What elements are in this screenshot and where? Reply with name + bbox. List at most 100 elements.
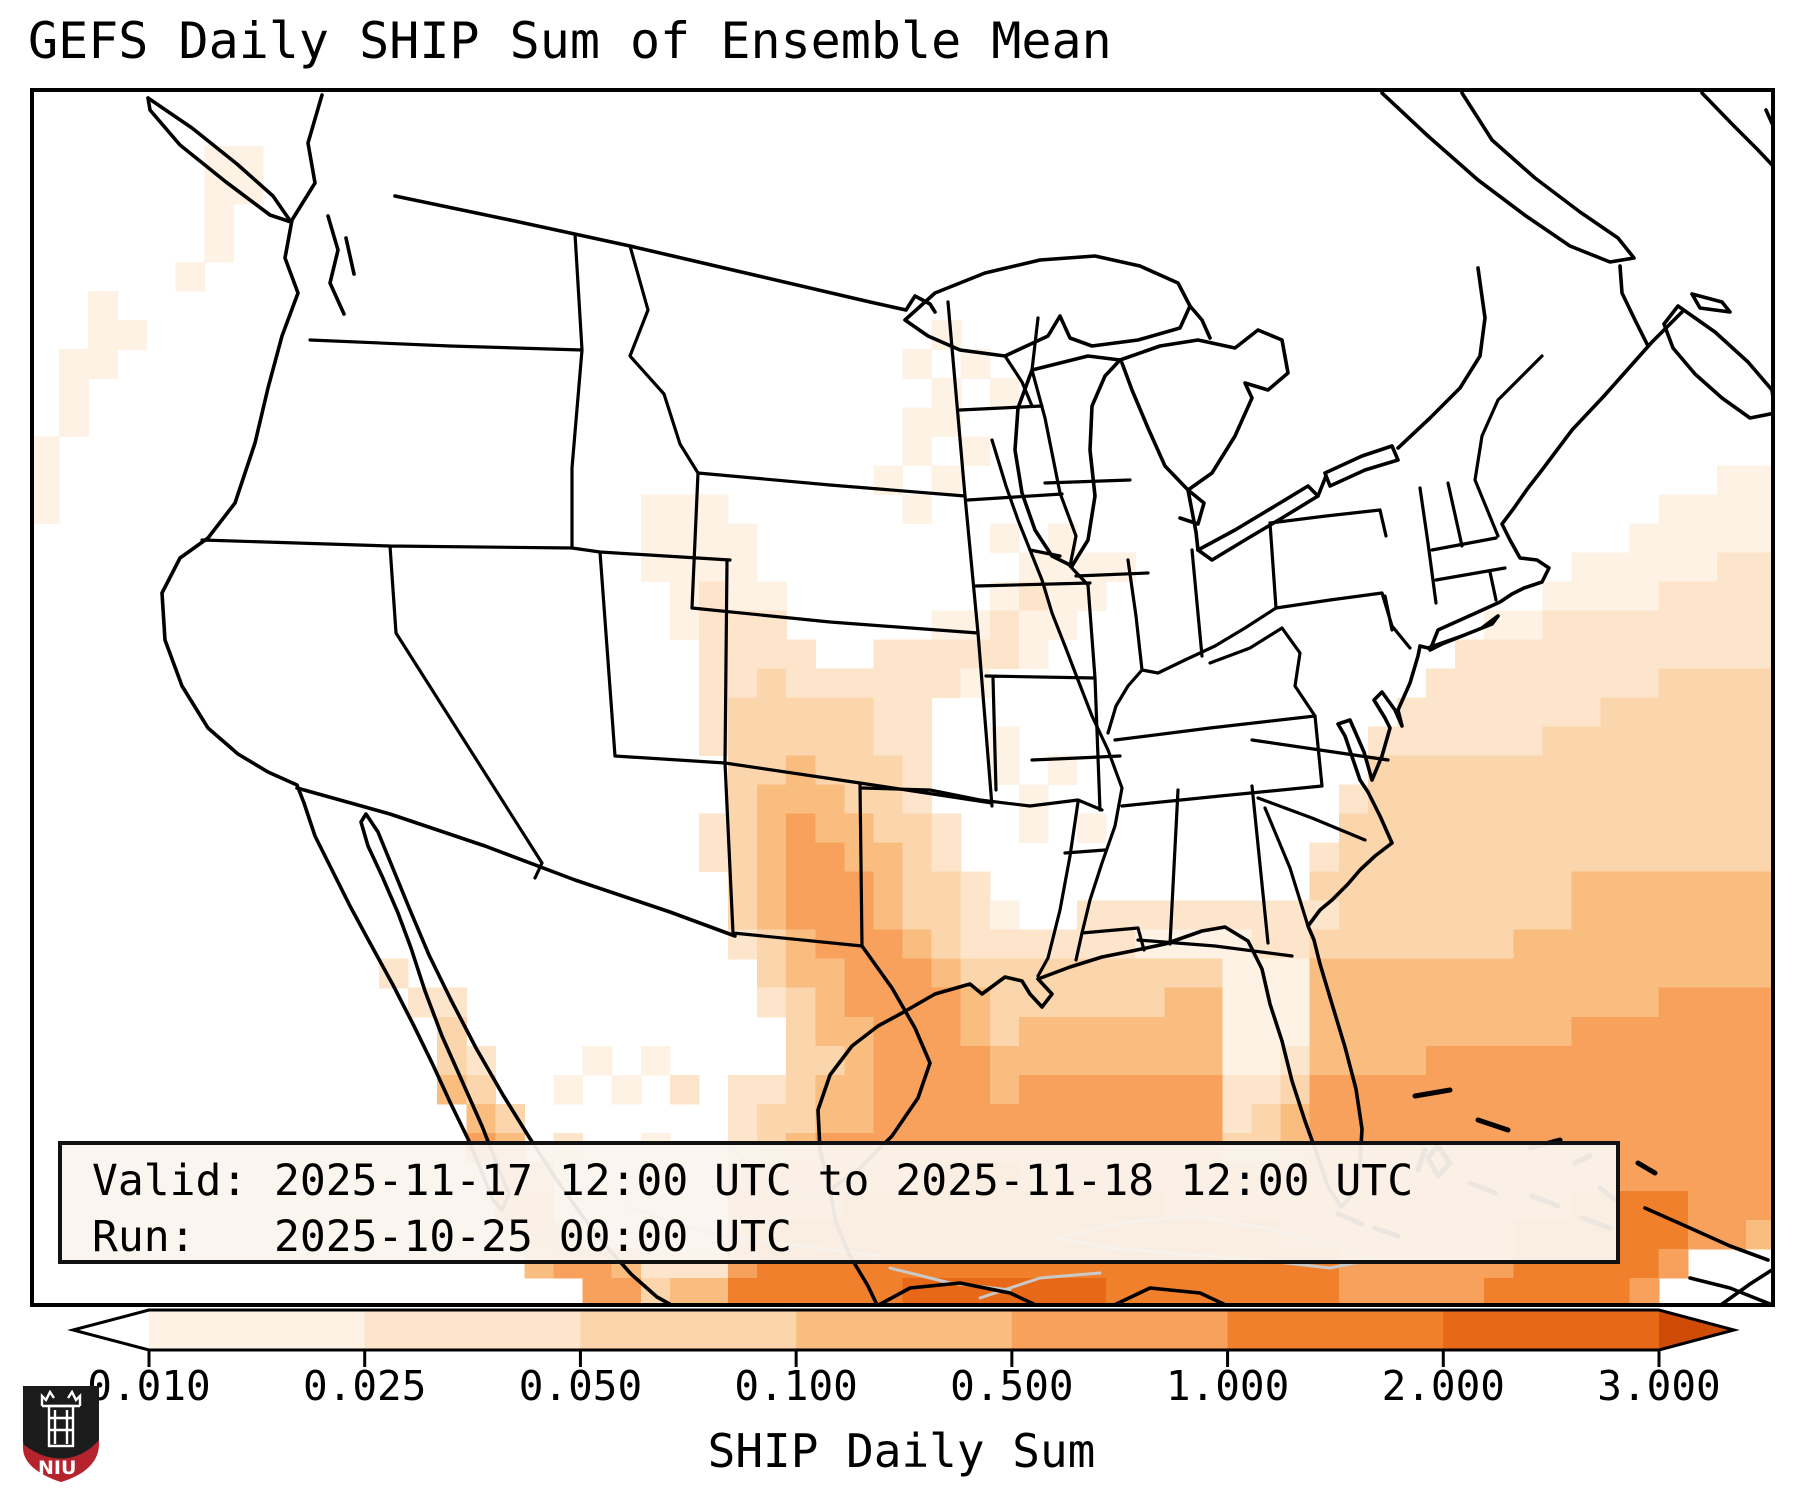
heatmap-cell bbox=[204, 233, 235, 263]
heatmap-cell bbox=[1484, 900, 1514, 931]
heatmap-cell bbox=[1658, 1074, 1689, 1105]
heatmap-cell bbox=[1164, 1074, 1194, 1105]
heatmap-cell bbox=[553, 1074, 584, 1105]
heatmap-cell bbox=[1745, 726, 1775, 757]
heatmap-cell bbox=[960, 639, 991, 670]
heatmap-cell bbox=[1571, 1103, 1602, 1134]
heatmap-cell bbox=[1106, 1045, 1136, 1076]
heatmap-cell bbox=[1658, 1249, 1689, 1279]
heatmap-cell bbox=[1484, 1045, 1514, 1076]
heatmap-cell bbox=[1571, 987, 1602, 1018]
heatmap-cell bbox=[1571, 726, 1602, 757]
valid-run-info-box: Valid: 2025-11-17 12:00 UTC to 2025-11-1… bbox=[58, 1141, 1620, 1264]
heatmap-cell bbox=[815, 987, 845, 1018]
niu-logo-text: NIU bbox=[38, 1457, 76, 1479]
heatmap-cell bbox=[1600, 668, 1631, 699]
heatmap-cell bbox=[757, 958, 787, 989]
heatmap-cell bbox=[1687, 581, 1718, 611]
heatmap-cell bbox=[1658, 726, 1689, 757]
heatmap-cell bbox=[1571, 639, 1602, 670]
heatmap-cell bbox=[1542, 1074, 1572, 1105]
heatmap-cell bbox=[1077, 581, 1107, 611]
heatmap-cell bbox=[902, 813, 933, 844]
heatmap-cell bbox=[1513, 842, 1543, 873]
heatmap-cell bbox=[1193, 1103, 1223, 1134]
heatmap-cell bbox=[1658, 871, 1689, 902]
heatmap-cell bbox=[1513, 813, 1543, 844]
heatmap-cell bbox=[1513, 755, 1543, 786]
heatmap-cell bbox=[1745, 958, 1775, 989]
heatmap-cell bbox=[1484, 639, 1514, 670]
heatmap-cell bbox=[1687, 871, 1718, 902]
heatmap-cell bbox=[902, 842, 933, 873]
heatmap-cell bbox=[1222, 987, 1253, 1018]
heatmap-cell bbox=[786, 784, 816, 815]
heatmap-cell bbox=[1658, 987, 1689, 1018]
heatmap-cell bbox=[1629, 1045, 1660, 1076]
heatmap-cell bbox=[960, 929, 991, 960]
western-state-lines bbox=[200, 232, 994, 948]
heatmap-cell bbox=[1571, 697, 1602, 728]
heatmap-cell bbox=[989, 900, 1020, 931]
heatmap-cell bbox=[1513, 639, 1543, 670]
heatmap-cell bbox=[873, 900, 904, 931]
heatmap-cell bbox=[786, 871, 816, 902]
heatmap-cell bbox=[1687, 813, 1718, 844]
heatmap-cell bbox=[1484, 784, 1514, 815]
heatmap-cell bbox=[1484, 697, 1514, 728]
heatmap-cell bbox=[728, 813, 758, 844]
heatmap-cell bbox=[1280, 987, 1311, 1018]
heatmap-cell bbox=[1600, 581, 1631, 611]
heatmap-cell bbox=[757, 813, 787, 844]
heatmap-cell bbox=[815, 871, 845, 902]
heatmap-cell bbox=[1018, 1103, 1049, 1134]
heatmap-cell bbox=[1455, 1045, 1485, 1076]
heatmap-cell bbox=[844, 1278, 874, 1307]
heatmap-cell bbox=[1106, 1016, 1136, 1047]
heatmap-cell bbox=[1396, 726, 1427, 757]
cuba-hispaniola-coast bbox=[873, 1206, 1775, 1307]
eastern-state-lines bbox=[1208, 354, 1544, 718]
heatmap-cell bbox=[1018, 610, 1049, 640]
heatmap-cell bbox=[844, 900, 874, 931]
heatmap-cell bbox=[960, 668, 991, 699]
heatmap-cell bbox=[1745, 871, 1775, 902]
heatmap-cell bbox=[931, 842, 962, 873]
heatmap-cell bbox=[1106, 958, 1136, 989]
heatmap-cell bbox=[698, 668, 729, 699]
michigan-thumb bbox=[1178, 488, 1206, 526]
heatmap-cell bbox=[1426, 929, 1456, 960]
heatmap-cell bbox=[960, 1016, 991, 1047]
heatmap-cell bbox=[1542, 697, 1572, 728]
heatmap-cell bbox=[1426, 958, 1456, 989]
heatmap-cell bbox=[1629, 1103, 1660, 1134]
heatmap-cell bbox=[1426, 755, 1456, 786]
heatmap-cell bbox=[1455, 900, 1485, 931]
heatmap-cell bbox=[1135, 958, 1165, 989]
heatmap-cell bbox=[1745, 1219, 1775, 1250]
heatmap-cell bbox=[59, 378, 89, 408]
heatmap-cell bbox=[1513, 900, 1543, 931]
heatmap-cell bbox=[1164, 987, 1194, 1018]
heatmap-cell bbox=[1135, 1045, 1165, 1076]
heatmap-cell bbox=[1716, 610, 1747, 640]
heatmap-cell bbox=[1396, 784, 1427, 815]
heatmap-cell bbox=[1716, 842, 1747, 873]
heatmap-cell bbox=[669, 610, 700, 640]
heatmap-cell bbox=[728, 639, 758, 670]
heatmap-cell bbox=[1455, 958, 1485, 989]
heatmap-cell bbox=[1135, 1016, 1165, 1047]
heatmap-cell bbox=[1542, 929, 1572, 960]
plains-state-lines bbox=[860, 300, 1150, 978]
heatmap-cell bbox=[757, 784, 787, 815]
colorbar-segment bbox=[1443, 1310, 1660, 1350]
heatmap-cell bbox=[1455, 1074, 1485, 1105]
colorbar-segment bbox=[1227, 1310, 1444, 1350]
heatmap-cell bbox=[786, 813, 816, 844]
lake-ontario bbox=[1323, 444, 1400, 488]
heatmap-cell bbox=[1629, 552, 1660, 582]
niu-logo: NIU bbox=[23, 1386, 99, 1482]
heatmap-cell bbox=[1716, 1045, 1747, 1076]
heatmap-cell bbox=[1687, 1074, 1718, 1105]
heatmap-cell bbox=[1396, 900, 1427, 931]
